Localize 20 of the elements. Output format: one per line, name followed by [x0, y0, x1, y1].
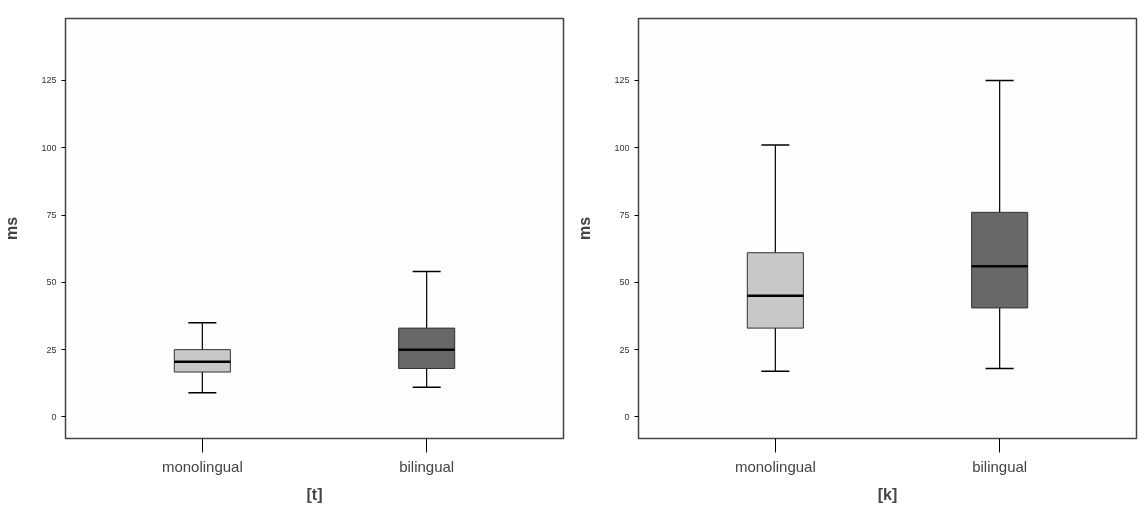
- y-tick-label: 125: [614, 75, 630, 86]
- x-tick-label: bilingual: [972, 457, 1028, 475]
- x-axis-title: [t]: [306, 485, 323, 503]
- y-tick-label: 125: [41, 75, 57, 86]
- y-tick-label: 0: [624, 411, 630, 422]
- y-tick-label: 25: [46, 344, 57, 355]
- y-tick-label: 100: [41, 142, 57, 153]
- x-tick-label: bilingual: [399, 457, 455, 475]
- y-axis-title: ms: [576, 216, 594, 241]
- y-tick-label: 100: [614, 142, 630, 153]
- y-tick-label: 75: [619, 210, 630, 221]
- y-tick-label: 25: [619, 344, 630, 355]
- y-tick-label: 50: [46, 277, 57, 288]
- y-tick-label: 50: [619, 277, 630, 288]
- y-axis-title: ms: [3, 216, 21, 241]
- y-tick-label: 75: [46, 210, 57, 221]
- y-tick-label: 0: [51, 411, 57, 422]
- x-tick-label: monolingual: [734, 457, 816, 475]
- x-axis-title: [k]: [877, 485, 898, 503]
- x-tick-label: monolingual: [161, 457, 243, 475]
